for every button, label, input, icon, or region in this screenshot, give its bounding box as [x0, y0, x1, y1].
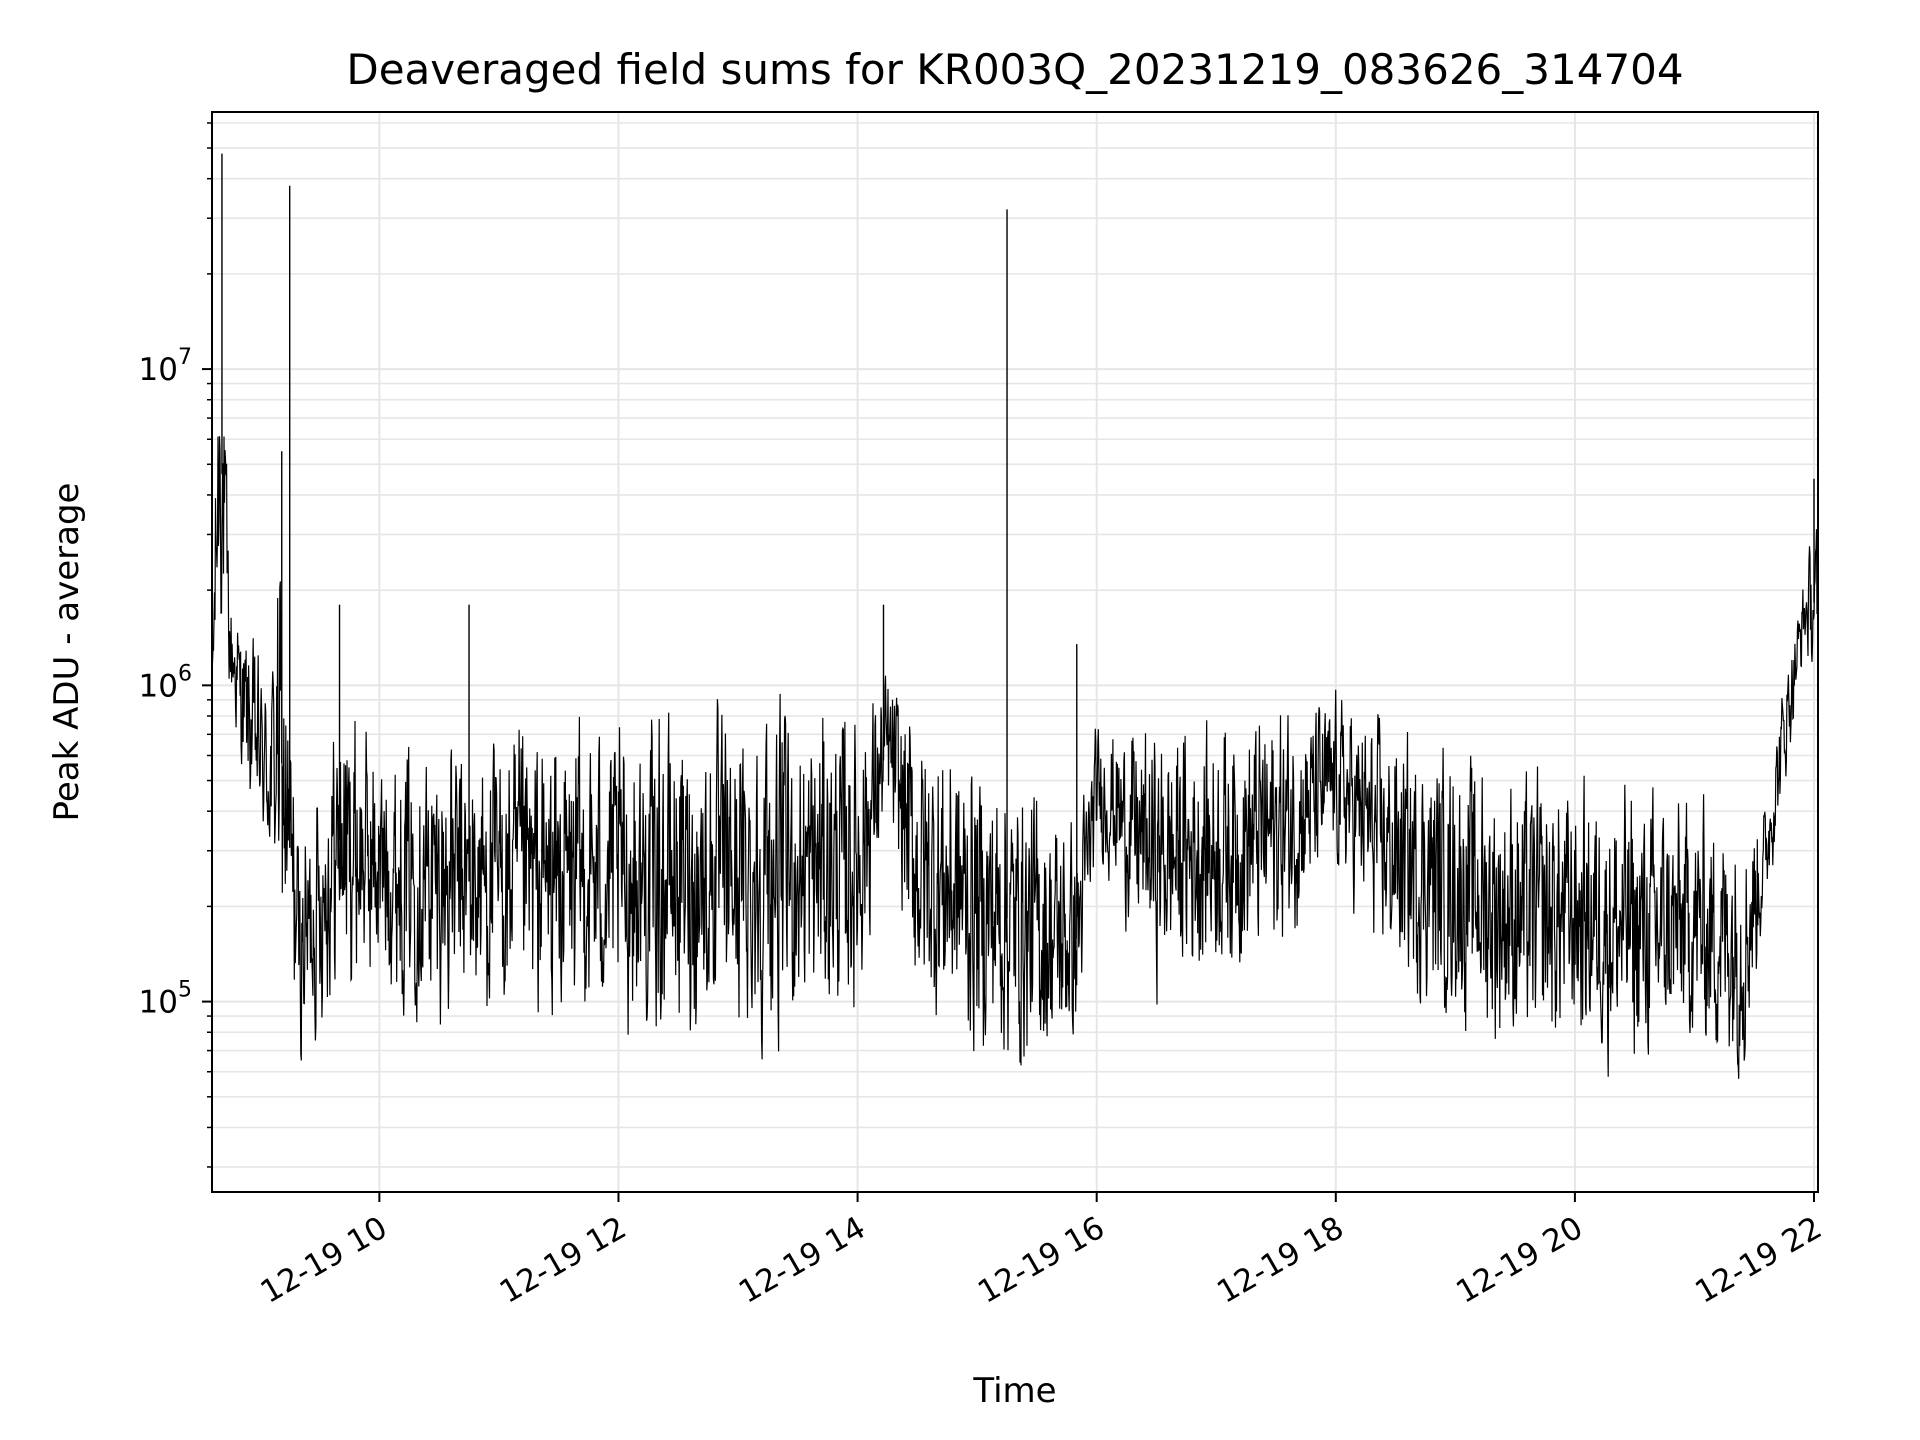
y-tick-label-exponent: 5	[178, 978, 192, 1003]
x-axis-label: Time	[972, 1371, 1056, 1411]
y-tick-label-exponent: 6	[178, 661, 192, 686]
axes-frame	[211, 111, 1819, 1193]
y-tick-label: 107	[139, 345, 192, 388]
plot-area	[212, 153, 1818, 1079]
y-tick-label-base: 10	[139, 668, 178, 704]
y-axis-label: Peak ADU - average	[47, 483, 87, 822]
chart-title: Deaveraged field sums for KR003Q_2023121…	[346, 45, 1683, 94]
y-tick-label: 105	[139, 978, 192, 1021]
grid	[212, 112, 1818, 1192]
y-tick-label: 106	[139, 661, 192, 704]
series-line	[212, 436, 1818, 1079]
y-tick-label-base: 10	[139, 985, 178, 1021]
y-tick-label-exponent: 7	[178, 345, 192, 370]
y-tick-label-base: 10	[139, 352, 178, 388]
